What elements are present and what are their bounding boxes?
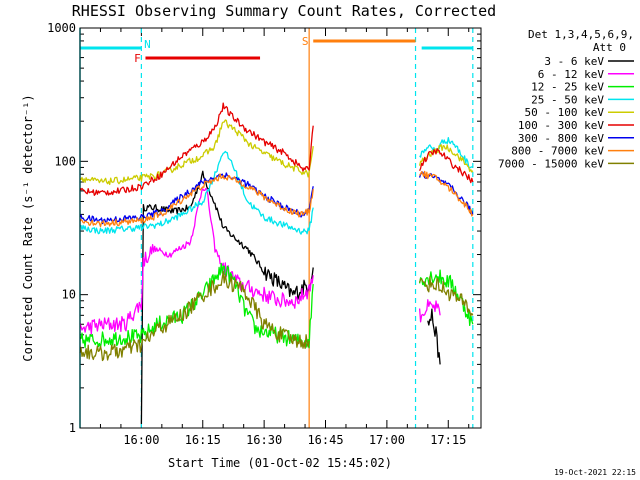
y-tick-label: 1 [69,421,76,435]
legend-label: 7000 - 15000 keV [498,157,604,170]
flag-label-S: S [302,35,309,48]
legend-label: 3 - 6 keV [544,55,604,68]
timestamp: 19-Oct-2021 22:15 [554,468,636,477]
flag-label-F: F [134,52,141,65]
legend-label: 300 - 800 keV [518,132,604,145]
x-tick-label: 17:00 [369,433,405,447]
x-tick-label: 16:45 [307,433,343,447]
legend-label: 50 - 100 keV [525,106,605,119]
legend-label: 12 - 25 keV [531,81,604,94]
series-line [79,150,314,235]
series-line [419,170,474,217]
series-line [418,299,441,323]
series-line [140,170,314,424]
series-line [79,119,314,186]
series-line [79,172,314,225]
x-axis-ticks: 16:00 16:15 16:30 16:45 17:00 17:15 [99,28,470,447]
x-tick-label: 17:15 [430,433,466,447]
y-axis-label: Corrected Count Rate (s⁻¹ detector⁻¹) [21,94,35,361]
series-line [418,276,474,317]
x-tick-label: 16:00 [123,433,159,447]
legend-label: 25 - 50 keV [531,93,604,106]
flag-bars: NF S [80,35,473,65]
attenuator-label: Att 0 [593,41,626,54]
series-line [79,187,314,335]
series-line [419,137,474,169]
series-line [427,308,441,365]
legend-label: 100 - 300 keV [518,119,604,132]
series-line [79,102,314,196]
series-line [79,173,314,228]
series-line [419,148,474,184]
detectors-label: Det 1,3,4,5,6,9, [528,28,634,41]
x-axis-label: Start Time (01-Oct-02 15:45:02) [168,456,392,470]
x-tick-label: 16:15 [185,433,221,447]
y-tick-label: 100 [54,154,76,168]
x-tick-label: 16:30 [246,433,282,447]
series-line [79,270,310,362]
plot-frame [79,27,482,429]
y-tick-label: 10 [62,288,76,302]
flag-label-N: N [144,38,151,51]
series-line [418,269,474,327]
y-axis-ticks: 1 10 100 1000 [47,21,481,435]
y-tick-label: 1000 [47,21,76,35]
legend-label: 800 - 7000 keV [511,145,604,158]
chart-title: RHESSI Observing Summary Count Rates, Co… [72,2,496,20]
legend-label: 6 - 12 keV [538,68,605,81]
series-group [79,102,474,424]
